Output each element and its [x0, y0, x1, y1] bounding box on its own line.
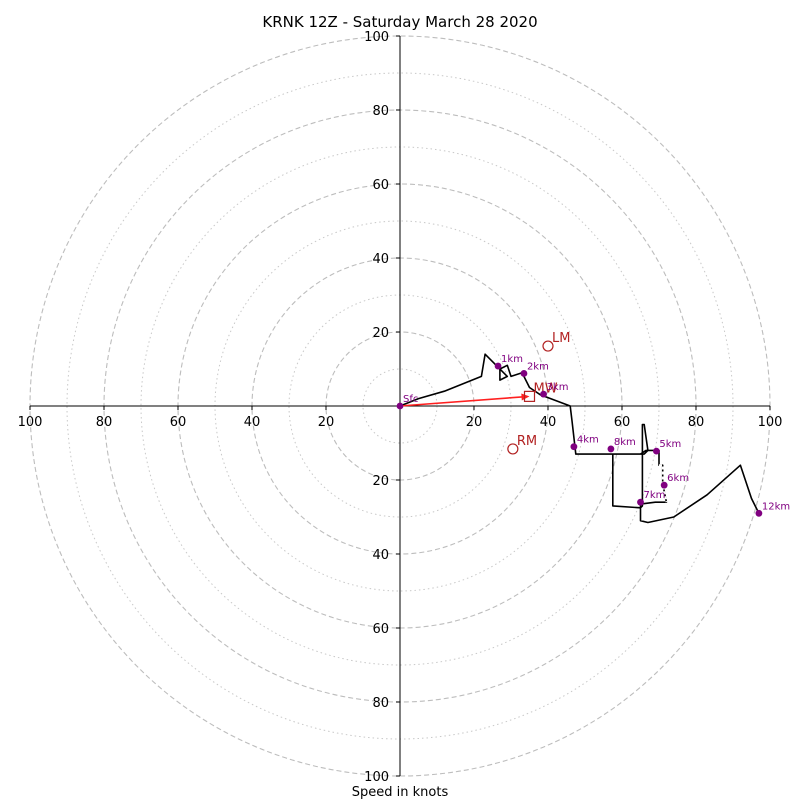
y-tick-label: 60 [372, 622, 389, 637]
mean-wind-arrowhead [521, 393, 530, 401]
y-tick-label: 20 [372, 474, 389, 489]
height-marker-dot [494, 362, 502, 370]
storm-motion-markers: LM RM MW [507, 331, 570, 455]
height-marker-dot [637, 498, 644, 506]
storm-motion-circle [542, 340, 554, 352]
x-tick-label: 80 [688, 415, 705, 430]
y-tick-label: 60 [372, 178, 389, 193]
height-marker-label: 12km [762, 501, 790, 512]
storm-motion-circle [507, 443, 519, 455]
storm-motion-label: LM [552, 331, 570, 346]
height-marker-label: 3km [547, 382, 569, 393]
x-tick-label: 100 [758, 415, 783, 430]
x-tick-label: 20 [318, 415, 335, 430]
y-tick-label: 40 [372, 252, 389, 267]
height-marker-dot [607, 445, 615, 453]
height-marker-dot [540, 390, 547, 398]
storm-motion-label: MW [534, 381, 558, 396]
x-tick-label: 40 [540, 415, 557, 430]
y-tick-label: 20 [372, 326, 389, 341]
height-marker-dot [520, 370, 528, 377]
x-axis-label: Speed in knots [352, 785, 449, 800]
y-tick-label: 80 [372, 104, 389, 119]
mean-wind-arrow [399, 395, 526, 407]
mean-wind-arrow-group [399, 393, 530, 407]
x-tick-label: 20 [466, 415, 483, 430]
height-marker-label: 2km [527, 361, 549, 372]
x-tick-label: 60 [614, 415, 631, 430]
storm-motion-label: RM [517, 434, 537, 449]
height-marker-label: 8km [614, 437, 636, 448]
height-marker-label: Sfc [403, 394, 418, 405]
height-marker-label: 4km [577, 435, 599, 446]
y-tick-label: 40 [372, 548, 389, 563]
x-tick-label: 40 [244, 415, 261, 430]
height-marker-label: 6km [667, 473, 689, 484]
hodograph-line [399, 353, 760, 524]
height-marker-dot [570, 443, 578, 451]
height-marker-label: 7km [644, 490, 666, 501]
height-marker-dot [660, 481, 668, 489]
y-tick-label: 80 [372, 696, 389, 711]
x-tick-label: 80 [96, 415, 113, 430]
height-marker-label: 1km [501, 354, 523, 365]
height-marker-label: 5km [659, 439, 681, 450]
height-marker-dot [396, 402, 404, 410]
y-tick-label: 100 [364, 770, 389, 785]
chart-title: KRNK 12Z - Saturday March 28 2020 [262, 13, 537, 31]
hodograph-trace [399, 353, 760, 524]
storm-motion-square [523, 390, 536, 402]
hodograph-dashed-segment [659, 464, 668, 503]
x-tick-label: 60 [170, 415, 187, 430]
tick-labels: 100 80 60 40 20 20 40 60 80 100 100 80 60 40 20 20 40 60 8… [18, 30, 783, 785]
x-tick-label: 100 [18, 415, 43, 430]
height-marker-dot [653, 447, 660, 455]
y-tick-label: 100 [364, 30, 389, 45]
height-marker-dot [755, 509, 763, 517]
